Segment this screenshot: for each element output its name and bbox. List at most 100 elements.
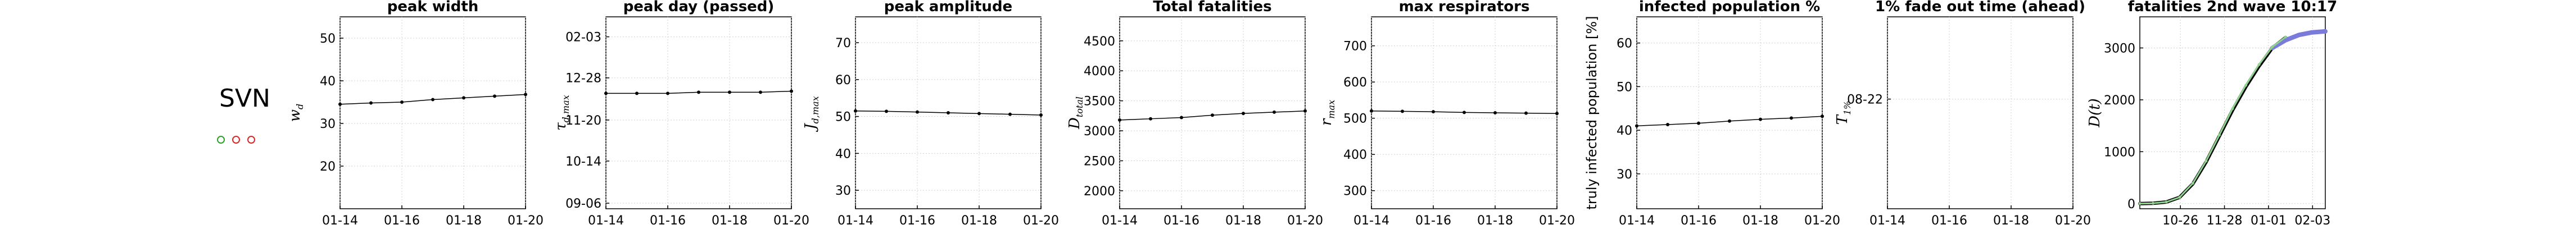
data-point xyxy=(369,101,373,105)
data-point xyxy=(790,89,793,93)
data-point xyxy=(2297,33,2301,36)
y-tick-label: 30 xyxy=(835,184,851,198)
y-tick-label: 2000 xyxy=(1084,185,1115,199)
x-tick-label: 01-16 xyxy=(1681,214,1717,228)
data-point xyxy=(1273,110,1276,114)
data-point xyxy=(2204,159,2208,163)
x-tick-label: 01-18 xyxy=(1742,214,1778,228)
data-point xyxy=(2284,39,2287,42)
y-tick-label: 4000 xyxy=(1084,65,1115,79)
y-axis-label: Jd,max xyxy=(802,96,821,132)
x-tick-label: 01-16 xyxy=(1415,214,1451,228)
data-point xyxy=(977,112,981,116)
x-tick-label: 01-14 xyxy=(1869,214,1905,228)
data-point xyxy=(1463,111,1466,114)
chart-panel-3: 2000 2500 3000 3500 4000 4500 01-14 01-16 01-18 0… xyxy=(1066,0,1323,228)
y-tick-label: 1000 xyxy=(2104,145,2135,159)
data-point xyxy=(1180,116,1183,120)
y-tick-label: 02-03 xyxy=(565,31,601,45)
data-point xyxy=(2165,200,2168,204)
data-point xyxy=(1211,113,1214,117)
plot-frame xyxy=(1887,16,2074,209)
country-label: SVN xyxy=(219,84,270,113)
chart-title: peak day (passed) xyxy=(623,0,775,15)
y-tick-label: 700 xyxy=(1343,40,1367,54)
y-axis-label: truly infected population [%] xyxy=(1584,16,1600,209)
data-point xyxy=(854,109,857,113)
x-tick-label: 01-14 xyxy=(588,214,624,228)
y-axis-label: Dtotal xyxy=(1066,97,1085,130)
x-tick-label: 01-18 xyxy=(712,214,748,228)
data-point xyxy=(2284,35,2287,39)
data-point xyxy=(1728,119,1731,123)
series-line-2 xyxy=(2139,36,2287,205)
data-point xyxy=(604,91,608,95)
data-point xyxy=(1666,122,1669,126)
data-point xyxy=(885,109,888,113)
data-point xyxy=(728,90,731,94)
data-point xyxy=(1149,117,1152,121)
data-point xyxy=(1008,112,1012,116)
x-tick-label: 01-16 xyxy=(899,214,935,228)
data-point xyxy=(916,110,919,114)
x-tick-label: 01-16 xyxy=(384,214,420,228)
x-tick-label: 01-20 xyxy=(1287,214,1323,228)
data-point xyxy=(1555,112,1559,116)
chart-title: 1% fade out time (ahead) xyxy=(1875,0,2085,15)
data-point xyxy=(1118,118,1121,122)
y-axis-label: τd,max xyxy=(553,95,571,130)
data-point xyxy=(1790,116,1793,120)
data-point xyxy=(1697,121,1700,125)
y-axis-label: rmax xyxy=(1318,100,1337,126)
chart-panel-5: 30 40 50 60 01-14 01-16 01-18 01-20 infected pop… xyxy=(1584,0,1840,228)
y-tick-label: 600 xyxy=(1343,76,1367,90)
chart-title: peak amplitude xyxy=(884,0,1012,15)
data-point xyxy=(759,90,762,94)
data-point xyxy=(2231,107,2234,111)
chart-panel-7: 0 1000 2000 3000 10-26 11-28 01-01 02-03 fatalit… xyxy=(2086,0,2337,228)
chart-title: infected population % xyxy=(1639,0,1820,15)
data-point xyxy=(1039,113,1043,117)
data-point xyxy=(697,90,700,94)
series-line-0 xyxy=(2138,35,2288,205)
x-tick-label: 01-20 xyxy=(773,214,809,228)
x-tick-label: 10-26 xyxy=(2162,214,2198,228)
chart-panel-4: 300 400 500 600 700 01-14 01-16 01-18 01-20 max r… xyxy=(1318,0,1575,228)
y-tick-label: 3500 xyxy=(1084,95,1115,109)
x-tick-label: 01-14 xyxy=(1619,214,1655,228)
y-tick-label: 10-14 xyxy=(565,155,601,169)
data-point xyxy=(2152,201,2155,205)
chart-title: peak width xyxy=(387,0,479,15)
data-point xyxy=(1821,114,1824,118)
x-tick-label: 01-18 xyxy=(1477,214,1513,228)
y-axis-label: D(t) xyxy=(2086,98,2103,128)
y-tick-label: 4500 xyxy=(1084,35,1115,49)
x-tick-label: 01-20 xyxy=(1539,214,1575,228)
data-point xyxy=(524,93,527,97)
y-tick-label: 60 xyxy=(1617,37,1632,51)
x-tick-label: 01-14 xyxy=(322,214,358,228)
data-point xyxy=(2138,202,2142,205)
data-point xyxy=(1493,111,1497,114)
plot-frame xyxy=(1636,16,1823,209)
x-tick-label: 01-18 xyxy=(1993,214,2029,228)
y-tick-label: 50 xyxy=(320,32,336,46)
chart-panel-2: 30 40 50 60 70 01-14 01-16 01-18 01-20 peak ampli… xyxy=(802,0,1059,228)
y-tick-label: 0 xyxy=(2127,198,2135,212)
y-tick-label: 09-06 xyxy=(565,197,601,211)
data-point xyxy=(2178,196,2181,199)
chart-panel-0: 20 30 40 50 01-14 01-16 01-18 01-20 peak width wd xyxy=(287,0,544,228)
y-tick-label: 50 xyxy=(835,111,851,125)
x-tick-label: 11-28 xyxy=(2207,214,2243,228)
x-tick-label: 01-14 xyxy=(1102,214,1138,228)
y-tick-label: 40 xyxy=(320,75,336,89)
data-point xyxy=(1432,110,1435,114)
chart-title: max respirators xyxy=(1399,0,1530,15)
data-point xyxy=(1635,124,1638,128)
data-point xyxy=(1524,111,1528,115)
data-point xyxy=(947,111,950,114)
data-point xyxy=(2244,84,2248,87)
x-tick-label: 01-16 xyxy=(650,214,686,228)
plot-frame xyxy=(605,16,792,209)
